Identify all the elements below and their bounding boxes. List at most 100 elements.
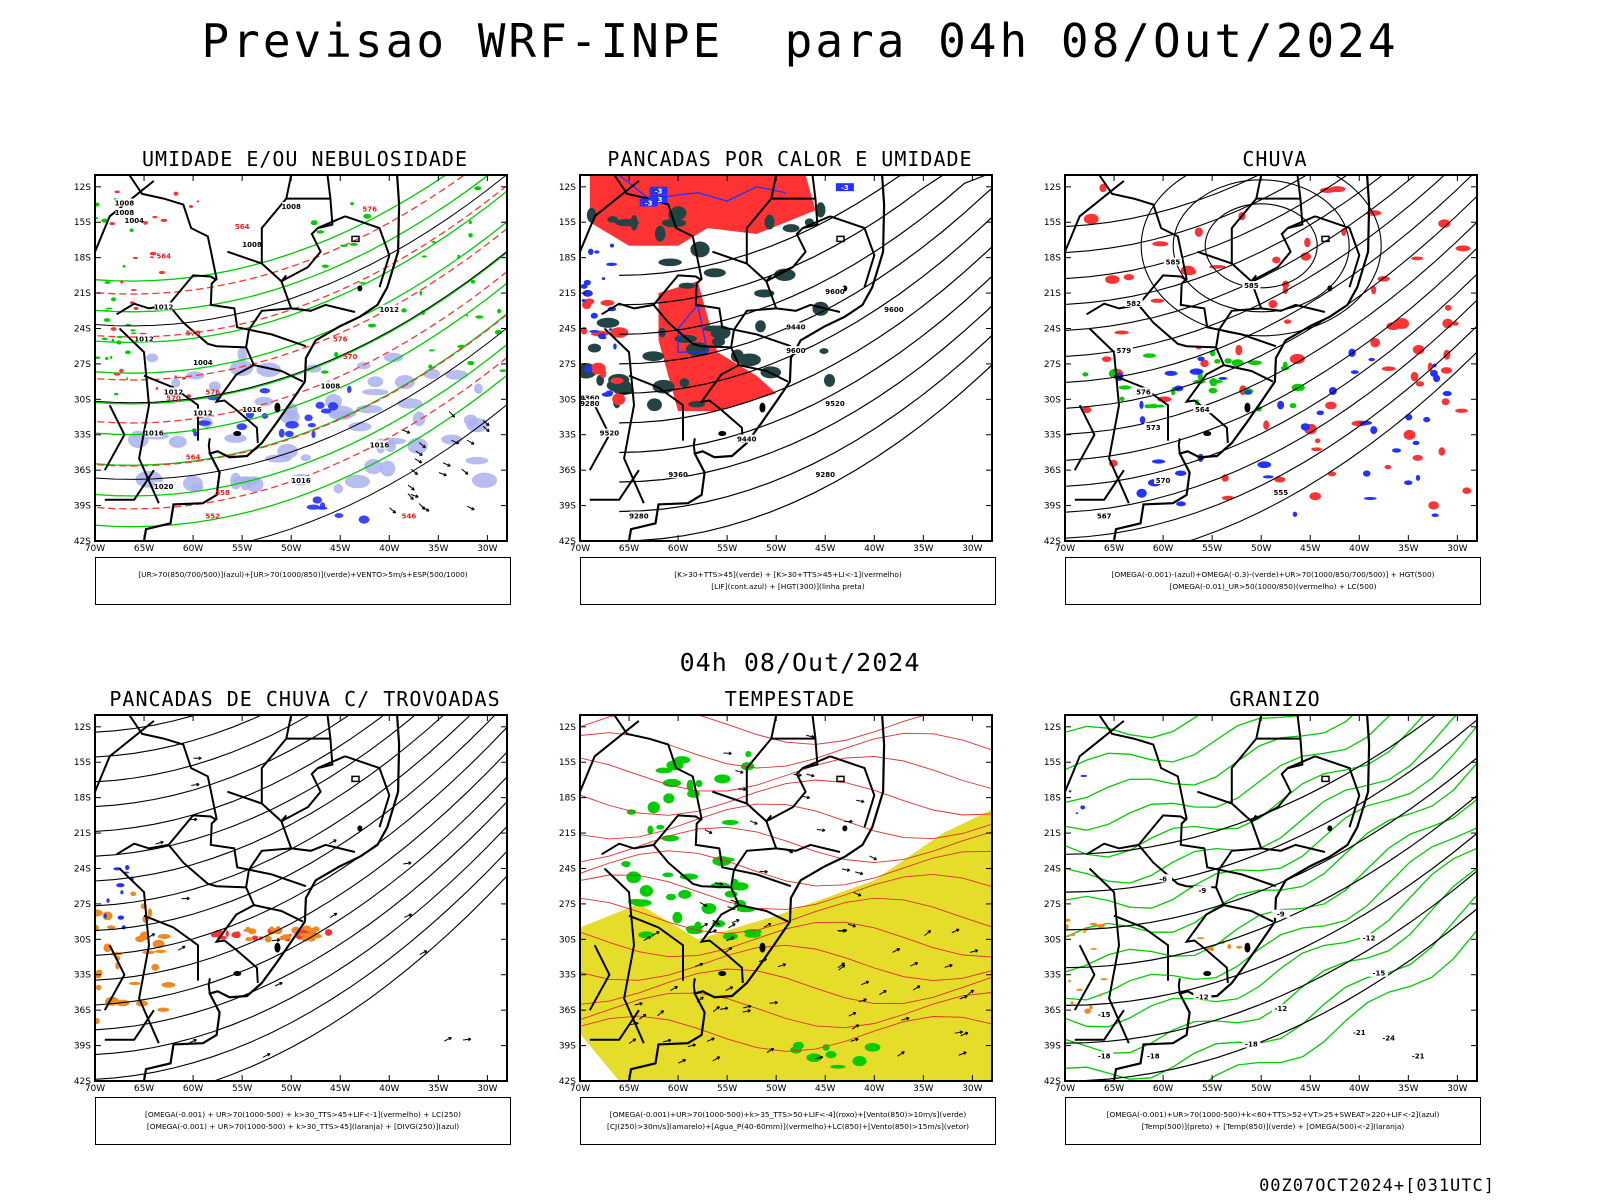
contour-label: 1008 bbox=[115, 209, 135, 217]
contour-label: 1012 bbox=[193, 410, 213, 418]
contour-label: -12 bbox=[1363, 934, 1376, 942]
lat-tick-label: 21S bbox=[74, 289, 91, 299]
contour-label: 9440 bbox=[737, 436, 757, 444]
panel-umidade: UMIDADE E/OU NEBULOSIDADE [UR>70(850/700… bbox=[74, 147, 615, 632]
lat-tick-label: 12S bbox=[559, 723, 576, 733]
weather-map: 585 585 582 579 576 573 570 567 564 555 12S 15S 18S 2… bbox=[1044, 174, 1478, 554]
contour-label: 585 bbox=[1166, 259, 1181, 267]
contour-label: 9600 bbox=[825, 288, 845, 296]
lon-tick-label: 60W bbox=[1153, 544, 1173, 554]
lat-tick-label: 30S bbox=[1044, 935, 1061, 945]
contour-label: 1008 bbox=[321, 383, 341, 391]
run-info: 00Z07OCT2024+[031UTC] bbox=[1259, 1176, 1495, 1196]
contour-label: -9 bbox=[1198, 887, 1206, 895]
lat-tick-label: 24S bbox=[1044, 864, 1061, 874]
main-title: Previsao WRF-INPE para 04h 08/Out/2024 bbox=[201, 14, 1399, 68]
map-frame bbox=[94, 174, 508, 542]
panel-pancadas-calor: PANCADAS POR CALOR E UMIDADE [K>30+TTS>4… bbox=[559, 147, 1100, 632]
panel-title: PANCADAS DE CHUVA C/ TROVOADAS bbox=[109, 687, 501, 711]
lat-tick-label: 21S bbox=[559, 829, 576, 839]
lon-tick-label: 65W bbox=[134, 1084, 154, 1094]
lat-tick-label: 18S bbox=[74, 254, 91, 264]
lat-tick-label: 24S bbox=[74, 864, 91, 874]
lat-tick-label: 39S bbox=[1044, 502, 1061, 512]
lon-tick-label: 70W bbox=[1055, 1084, 1075, 1094]
lat-tick-label: 12S bbox=[1044, 183, 1061, 193]
lon-tick-label: 65W bbox=[619, 1084, 639, 1094]
panel-legend: [OMEGA(-0.001)+UR>70(1000-500)+k>35_TTS>… bbox=[580, 1097, 996, 1145]
lat-tick-label: 36S bbox=[74, 466, 91, 476]
contour-label: -3 bbox=[655, 196, 663, 204]
contour-label: -15 bbox=[1373, 970, 1386, 978]
contour-label: 585 bbox=[1244, 282, 1259, 290]
contour-label: 1008 bbox=[281, 203, 301, 211]
lon-tick-label: 30W bbox=[962, 544, 982, 554]
contour-label: 9520 bbox=[825, 400, 845, 408]
lat-tick-label: 15S bbox=[74, 218, 91, 228]
panel-title: UMIDADE E/OU NEBULOSIDADE bbox=[141, 147, 469, 171]
lon-tick-label: 55W bbox=[717, 544, 737, 554]
contour-label: 576 bbox=[1136, 388, 1151, 396]
lat-tick-label: 33S bbox=[1044, 971, 1061, 981]
contour-label: 546 bbox=[402, 512, 417, 520]
lon-tick-label: 65W bbox=[1104, 544, 1124, 554]
contour-label: 564 bbox=[235, 223, 250, 231]
panel-legend: [K>30+TTS>45](verde) + [K>30+TTS>45+LI<-… bbox=[580, 557, 996, 605]
lat-tick-label: 36S bbox=[1044, 1006, 1061, 1016]
contour-label: 567 bbox=[1097, 512, 1112, 520]
contour-label: 9280 bbox=[629, 512, 649, 520]
lon-tick-label: 65W bbox=[134, 544, 154, 554]
contour-label: 1012 bbox=[134, 335, 154, 343]
contour-label: 570 bbox=[166, 394, 181, 402]
lat-tick-label: 18S bbox=[74, 794, 91, 804]
lon-tick-label: 45W bbox=[330, 544, 350, 554]
lon-tick-label: 70W bbox=[570, 1084, 590, 1094]
panel-chuva: CHUVA [OMEGA(-0.001)-(azul)+OMEGA(-0.3)-… bbox=[1044, 147, 1585, 632]
map-frame bbox=[1064, 174, 1478, 542]
contour-label: 1008 bbox=[115, 200, 135, 208]
lon-tick-label: 70W bbox=[85, 1084, 105, 1094]
lat-tick-label: 21S bbox=[1044, 289, 1061, 299]
contour-label: 9360 bbox=[580, 394, 600, 402]
panel-legend: [OMEGA(-0.001)+UR>70(1000-500)+k<60+TTS>… bbox=[1065, 1097, 1481, 1145]
map-frame bbox=[579, 174, 993, 542]
contour-label: 564 bbox=[186, 453, 201, 461]
lon-tick-label: 55W bbox=[717, 1084, 737, 1094]
lat-tick-label: 15S bbox=[1044, 218, 1061, 228]
lat-tick-label: 39S bbox=[74, 1042, 91, 1052]
contour-label: 564 bbox=[156, 253, 171, 261]
contour-label: -18 bbox=[1098, 1052, 1111, 1060]
lon-tick-label: 40W bbox=[379, 1084, 399, 1094]
lon-tick-label: 40W bbox=[864, 544, 884, 554]
lat-tick-label: 15S bbox=[559, 218, 576, 228]
panel-title: GRANIZO bbox=[1229, 687, 1321, 711]
lat-tick-label: 39S bbox=[559, 1042, 576, 1052]
contour-label: 579 bbox=[1117, 347, 1132, 355]
contour-label: 9600 bbox=[786, 347, 806, 355]
panel-title: TEMPESTADE bbox=[724, 687, 856, 711]
contour-label: 1016 bbox=[242, 406, 262, 414]
lon-tick-label: 50W bbox=[1251, 1084, 1271, 1094]
panel-granizo: GRANIZO [OMEGA(-0.001)+UR>70(1000-500)+k… bbox=[1044, 687, 1585, 1172]
contour-label: 9600 bbox=[884, 306, 904, 314]
panel-tempestade: TEMPESTADE [OMEGA(-0.001)+UR>70(1000-500… bbox=[559, 687, 1100, 1172]
lat-tick-label: 15S bbox=[559, 758, 576, 768]
lon-tick-label: 35W bbox=[913, 544, 933, 554]
map-frame bbox=[94, 714, 508, 1082]
lat-tick-label: 36S bbox=[74, 1006, 91, 1016]
lat-tick-label: 24S bbox=[1044, 324, 1061, 334]
lat-tick-label: 27S bbox=[559, 360, 576, 370]
lat-tick-label: 18S bbox=[559, 794, 576, 804]
contour-label: -15 bbox=[1098, 1011, 1111, 1019]
lon-tick-label: 70W bbox=[85, 544, 105, 554]
lon-tick-label: 55W bbox=[1202, 544, 1222, 554]
lat-tick-label: 15S bbox=[1044, 758, 1061, 768]
lat-tick-label: 27S bbox=[1044, 360, 1061, 370]
lon-tick-label: 50W bbox=[766, 1084, 786, 1094]
lon-tick-label: 55W bbox=[232, 544, 252, 554]
lon-tick-label: 45W bbox=[815, 544, 835, 554]
contour-label: -18 bbox=[1245, 1041, 1258, 1049]
lat-tick-label: 33S bbox=[559, 431, 576, 441]
